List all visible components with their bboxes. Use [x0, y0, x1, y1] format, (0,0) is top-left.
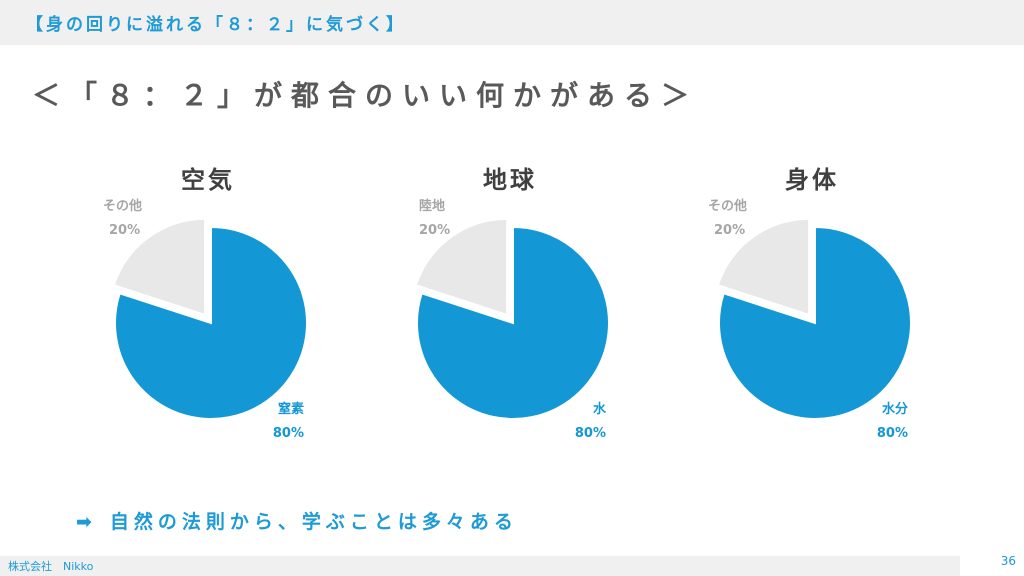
chart-title-earth: 地球 — [483, 166, 537, 194]
slice-name: 窒素 — [277, 402, 304, 417]
pie-chart-air — [112, 217, 308, 420]
page-number: 36 — [1000, 554, 1016, 568]
slice-value: 20% — [714, 223, 746, 238]
pie-slice — [114, 225, 308, 420]
conclusion: ➡ 自然の法則から、学ぶことは多々ある — [76, 507, 518, 534]
slice-label-other: その他 20% — [103, 195, 142, 243]
arrow-right-icon: ➡ — [76, 511, 92, 533]
chart-title-body: 身体 — [785, 166, 839, 194]
pie-slice — [718, 225, 912, 420]
slice-name: その他 — [103, 199, 143, 214]
slice-name: 水 — [592, 402, 606, 417]
slice-value: 80% — [876, 426, 908, 441]
slice-value: 20% — [109, 223, 141, 238]
section-title: 【身の回りに溢れる「８：２」に気づく】 — [26, 15, 406, 35]
pie-chart-earth — [414, 217, 610, 420]
footer-band — [0, 556, 960, 576]
header-band — [0, 0, 1024, 45]
slice-name: その他 — [708, 199, 748, 214]
pie-slice — [112, 217, 207, 317]
pie-slice — [716, 217, 811, 317]
slice-label-moisture: 水分 80% — [866, 398, 908, 446]
slice-name: 陸地 — [419, 199, 446, 214]
pie-slice — [416, 225, 610, 420]
pie-chart-body — [716, 217, 912, 420]
slice-label-water: 水 80% — [566, 398, 606, 446]
slice-label-other: その他 20% — [708, 195, 747, 243]
chart-title-air: 空気 — [181, 166, 235, 194]
slice-value: 80% — [272, 426, 304, 441]
slice-value: 20% — [419, 223, 451, 238]
slice-value: 80% — [574, 426, 606, 441]
slice-label-land: 陸地 20% — [419, 195, 450, 243]
company-name: 株式会社 Nikko — [8, 560, 94, 573]
pie-slice — [414, 217, 509, 317]
slide-heading: ＜「８：２」が都合のいい何かがある＞ — [32, 79, 699, 112]
conclusion-text: 自然の法則から、学ぶことは多々ある — [109, 511, 518, 533]
slice-label-nitrogen: 窒素 80% — [262, 398, 304, 446]
slice-name: 水分 — [881, 402, 908, 417]
